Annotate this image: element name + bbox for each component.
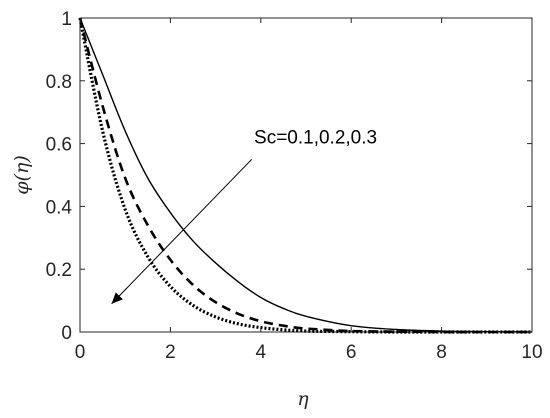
y-tick-label: 1 <box>61 9 72 30</box>
y-tick-label: 0 <box>61 323 72 344</box>
plot-area <box>79 17 533 333</box>
x-tick-label: 6 <box>346 342 357 363</box>
x-tick-label: 2 <box>165 342 176 363</box>
y-axis-label: φ(η) <box>11 155 33 195</box>
y-tick-label: 0.8 <box>46 72 72 93</box>
series-line-solid <box>79 17 533 333</box>
y-tick-label: 0.6 <box>46 135 72 156</box>
x-tick-label: 0 <box>75 342 86 363</box>
annotation-arrowhead <box>111 292 123 304</box>
annotation-arrow-line <box>111 158 253 305</box>
plot-frame <box>79 17 533 333</box>
ticks-layer: 0 2 4 6 8 10 0 0.2 0.4 0.6 0.8 1 <box>46 9 543 363</box>
series-layer <box>78 17 533 334</box>
annotation-layer: Sc=0.1,0.2,0.3 <box>111 128 377 305</box>
y-tick-label: 0.2 <box>46 260 72 281</box>
x-tick-label: 8 <box>436 342 447 363</box>
series-line-dashed <box>78 17 532 334</box>
x-tick-label: 4 <box>256 342 267 363</box>
annotation-label: Sc=0.1,0.2,0.3 <box>254 128 377 149</box>
y-tick-label: 0.4 <box>46 197 73 218</box>
x-tick-label: 10 <box>521 342 542 363</box>
series-line-dotted <box>78 17 532 334</box>
x-axis-label: η <box>297 388 309 410</box>
